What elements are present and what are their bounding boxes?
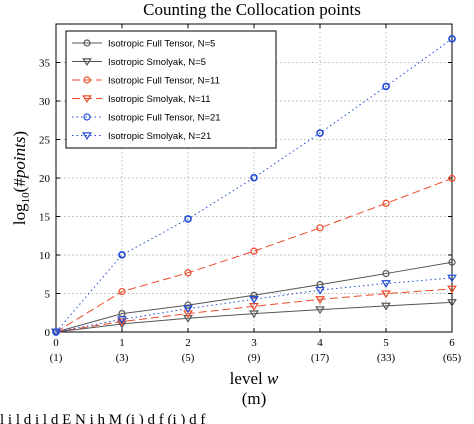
series-4-point-5 bbox=[382, 82, 390, 91]
series-5-point-5 bbox=[381, 280, 391, 288]
x-tick-label-0: 0 bbox=[53, 337, 59, 349]
legend-label-5: Isotropic Smolyak, N=21 bbox=[108, 131, 211, 142]
series-2-point-6 bbox=[448, 174, 456, 183]
series-1-point-2 bbox=[183, 314, 193, 323]
series-line-3 bbox=[55, 288, 453, 333]
series-2-point-5 bbox=[382, 199, 390, 208]
series-4-point-6 bbox=[448, 35, 456, 43]
series-2-point-4 bbox=[316, 224, 324, 232]
y-tick-label-7: 35 bbox=[39, 58, 51, 70]
axis-ticks: 0 (1) 1 (3) 2 (5) 3 (9) 4 (17) 5 (33) 6 (65) 0 5 10 15 20 2… bbox=[39, 24, 461, 364]
legend-marker-1 bbox=[82, 58, 92, 67]
x-tick-label-6: 6 bbox=[449, 337, 455, 349]
legend-marker-4 bbox=[83, 113, 91, 121]
series-line-4 bbox=[55, 38, 453, 333]
x-tick-label-5: 5 bbox=[383, 337, 389, 349]
series-3-point-4 bbox=[315, 296, 325, 304]
series-4-point-4 bbox=[316, 129, 324, 137]
series-line-0 bbox=[55, 261, 453, 333]
series-4-point-3 bbox=[250, 173, 258, 182]
legend-label-1: Isotropic Smolyak, N=5 bbox=[108, 57, 206, 68]
series-3-point-1 bbox=[117, 318, 127, 327]
series-5-point-6 bbox=[447, 274, 457, 283]
x-tick-label-1: 1 bbox=[119, 337, 125, 349]
series-line-2 bbox=[55, 177, 453, 333]
legend: Isotropic Full Tensor, N=5 Isotropic Smol… bbox=[65, 30, 277, 149]
x-subtick-label-5: (33) bbox=[377, 352, 396, 364]
y-axis-label: log10(#points) bbox=[10, 131, 32, 225]
legend-box bbox=[65, 30, 277, 149]
x-subtick-label-1: (3) bbox=[116, 352, 129, 364]
series-0-point-3 bbox=[250, 291, 258, 299]
legend-marker-5 bbox=[82, 132, 92, 141]
chart-title: Counting the Collocation points bbox=[143, 0, 361, 19]
y-tick-label-4: 20 bbox=[39, 173, 51, 185]
legend-label-2: Isotropic Full Tensor, N=11 bbox=[108, 76, 220, 87]
series-layer bbox=[51, 35, 457, 337]
series-5-point-1 bbox=[117, 316, 127, 325]
footer-fragment: l i l d i l d E N i h M (i ) d f (i ) d … bbox=[0, 412, 205, 424]
series-1-point-6 bbox=[447, 299, 457, 307]
series-0-point-2 bbox=[184, 301, 192, 309]
x-tick-label-3: 3 bbox=[251, 337, 257, 349]
legend-marker-3 bbox=[82, 95, 92, 104]
x-subtick-label-2: (5) bbox=[182, 352, 195, 364]
x-subtick-label-3: (9) bbox=[248, 352, 261, 364]
series-0-point-5 bbox=[382, 269, 390, 278]
legend-label-0: Isotropic Full Tensor, N=5 bbox=[108, 39, 215, 50]
series-4-point-2 bbox=[184, 215, 192, 223]
y-tick-label-0: 0 bbox=[45, 327, 51, 339]
y-tick-label-3: 15 bbox=[39, 212, 51, 224]
legend-marker-2 bbox=[83, 76, 91, 84]
series-3-point-6 bbox=[447, 285, 457, 294]
y-tick-label-2: 10 bbox=[39, 250, 51, 262]
series-1-point-3 bbox=[249, 310, 259, 319]
series-5 bbox=[51, 274, 457, 337]
x-subtick-label-0: (1) bbox=[50, 352, 63, 364]
x-tick-label-4: 4 bbox=[317, 337, 323, 349]
legend-label-3: Isotropic Smolyak, N=11 bbox=[108, 94, 211, 105]
legend-marker-0 bbox=[83, 39, 91, 47]
x-subtick-label-6: (65) bbox=[443, 352, 462, 364]
series-line-5 bbox=[55, 277, 453, 333]
y-tick-label-6: 30 bbox=[39, 96, 51, 108]
series-3 bbox=[51, 285, 457, 337]
series-0-point-6 bbox=[448, 258, 456, 266]
y-tick-label-1: 5 bbox=[45, 289, 51, 301]
series-1-point-4 bbox=[315, 306, 325, 315]
series-4-point-1 bbox=[118, 251, 126, 259]
series-2-point-2 bbox=[184, 269, 192, 277]
series-1-point-5 bbox=[381, 302, 391, 311]
caption-fragment: (m) bbox=[242, 389, 267, 408]
y-tick-label-5: 25 bbox=[39, 135, 51, 147]
legend-label-4: Isotropic Full Tensor, N=21 bbox=[108, 113, 221, 124]
x-subtick-label-4: (17) bbox=[311, 352, 330, 364]
series-2-point-1 bbox=[118, 287, 126, 296]
series-5-point-3 bbox=[249, 296, 259, 304]
series-2-point-3 bbox=[250, 247, 258, 255]
series-5-point-0 bbox=[51, 328, 61, 337]
x-tick-label-2: 2 bbox=[185, 337, 191, 349]
series-5-point-2 bbox=[183, 305, 193, 314]
series-5-point-4 bbox=[315, 286, 325, 295]
series-3-point-5 bbox=[381, 290, 391, 299]
x-axis-label: level w bbox=[230, 369, 279, 388]
